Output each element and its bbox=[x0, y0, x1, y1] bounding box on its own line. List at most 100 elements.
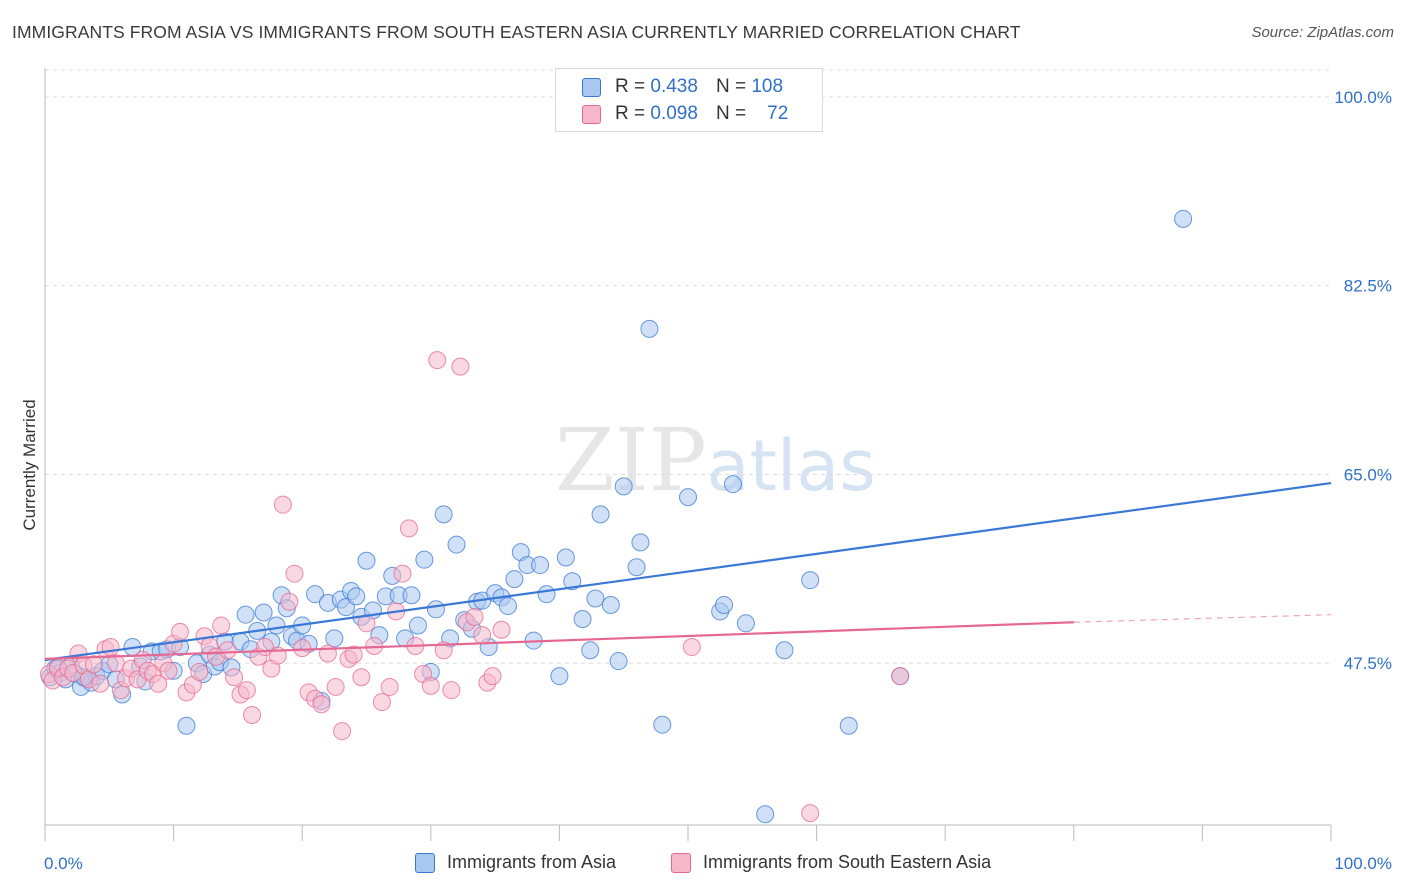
data-point-asia bbox=[498, 597, 517, 616]
data-point-se-asia bbox=[428, 351, 447, 370]
legend-n-label: N = bbox=[715, 76, 747, 97]
data-point-se-asia bbox=[483, 667, 502, 686]
data-point-asia bbox=[537, 585, 556, 604]
data-point-se-asia bbox=[344, 645, 363, 664]
data-point-asia bbox=[563, 572, 582, 591]
data-point-asia bbox=[801, 571, 820, 590]
legend-n-label: N = bbox=[715, 103, 747, 124]
data-point-asia bbox=[614, 477, 633, 496]
data-point-se-asia bbox=[891, 667, 910, 686]
bottom-legend-se-asia: Immigrants from South Eastern Asia bbox=[671, 852, 991, 873]
data-point-se-asia bbox=[243, 705, 262, 724]
data-point-se-asia bbox=[682, 638, 701, 657]
trend-line-se-asia bbox=[44, 621, 1074, 660]
data-point-asia bbox=[325, 629, 344, 648]
data-point-asia bbox=[426, 600, 445, 619]
y-axis-label: Currently Married bbox=[20, 399, 39, 531]
legend-r-label: R = bbox=[615, 103, 646, 124]
data-point-se-asia bbox=[293, 639, 312, 658]
data-point-se-asia bbox=[91, 674, 110, 693]
data-point-se-asia bbox=[285, 564, 304, 583]
data-point-asia bbox=[531, 556, 550, 575]
data-point-se-asia bbox=[280, 592, 299, 611]
data-point-asia bbox=[415, 550, 434, 569]
data-point-asia bbox=[357, 551, 376, 570]
data-point-asia bbox=[402, 586, 421, 605]
y-tick-label: 65.0% bbox=[1344, 465, 1392, 484]
data-point-asia bbox=[306, 585, 325, 604]
data-point-asia bbox=[736, 614, 755, 633]
data-point-asia bbox=[609, 652, 628, 671]
data-point-se-asia bbox=[326, 677, 345, 696]
data-point-asia bbox=[254, 603, 273, 622]
data-point-se-asia bbox=[393, 564, 412, 583]
data-point-se-asia bbox=[190, 662, 209, 681]
data-point-asia bbox=[775, 641, 794, 660]
data-point-asia bbox=[236, 605, 255, 624]
legend-row-se-asia: R = 0.098 N = 72 bbox=[556, 101, 788, 127]
data-point-se-asia bbox=[451, 357, 470, 376]
data-point-asia bbox=[434, 505, 453, 524]
x-tick-label: 100.0% bbox=[1334, 854, 1392, 873]
data-point-se-asia bbox=[273, 495, 292, 514]
y-tick-label: 47.5% bbox=[1344, 654, 1392, 673]
data-point-se-asia bbox=[84, 655, 103, 674]
legend-n-value: 108 bbox=[751, 76, 784, 97]
data-point-se-asia bbox=[442, 681, 461, 700]
bottom-legend-asia: Immigrants from Asia bbox=[415, 852, 616, 873]
data-point-se-asia bbox=[312, 695, 331, 714]
data-point-asia bbox=[505, 570, 524, 589]
data-point-se-asia bbox=[473, 626, 492, 645]
chart-title: IMMIGRANTS FROM ASIA VS IMMIGRANTS FROM … bbox=[12, 22, 1021, 42]
legend-r-value: 0.438 bbox=[650, 76, 698, 97]
data-point-se-asia bbox=[149, 674, 168, 693]
data-point-se-asia bbox=[159, 661, 178, 680]
data-point-se-asia bbox=[421, 676, 440, 695]
data-point-asia bbox=[839, 716, 858, 735]
data-point-se-asia bbox=[801, 804, 820, 823]
data-point-asia bbox=[756, 805, 775, 824]
data-point-asia bbox=[586, 589, 605, 608]
data-point-se-asia bbox=[212, 616, 231, 635]
legend-swatch-blue bbox=[582, 77, 601, 97]
data-point-se-asia bbox=[372, 693, 391, 712]
watermark: ZIPatlas bbox=[555, 411, 876, 511]
data-point-asia bbox=[177, 716, 196, 735]
data-point-asia bbox=[653, 715, 672, 734]
data-point-se-asia bbox=[333, 722, 352, 741]
bottom-legend-label: Immigrants from Asia bbox=[447, 852, 617, 872]
data-point-se-asia bbox=[399, 519, 418, 538]
data-point-se-asia bbox=[434, 641, 453, 660]
data-point-asia bbox=[581, 641, 600, 660]
data-point-asia bbox=[627, 558, 646, 577]
data-point-asia bbox=[447, 535, 466, 554]
data-point-se-asia bbox=[218, 641, 237, 660]
data-point-asia bbox=[724, 475, 743, 494]
data-point-se-asia bbox=[171, 622, 190, 641]
data-point-se-asia bbox=[101, 638, 120, 657]
data-point-asia bbox=[267, 616, 286, 635]
legend-r-label: R = bbox=[615, 76, 646, 97]
data-point-asia bbox=[640, 319, 659, 338]
data-point-se-asia bbox=[225, 668, 244, 687]
trend-line-se-asia-extension bbox=[1073, 614, 1332, 623]
data-point-asia bbox=[679, 488, 697, 507]
legend-n-value: 72 bbox=[767, 103, 789, 124]
y-tick-label: 100.0% bbox=[1334, 88, 1392, 107]
data-point-se-asia bbox=[380, 677, 399, 696]
chart-source: Source: ZipAtlas.com bbox=[1251, 24, 1394, 41]
legend-r-value: 0.098 bbox=[650, 103, 698, 124]
data-point-asia bbox=[715, 595, 734, 614]
data-point-asia bbox=[601, 595, 620, 614]
data-point-asia bbox=[550, 667, 569, 686]
legend-row-asia: R = 0.438 N = 108 bbox=[556, 74, 783, 100]
legend-swatch-pink bbox=[582, 104, 601, 124]
data-point-se-asia bbox=[237, 681, 256, 700]
bottom-legend-label: Immigrants from South Eastern Asia bbox=[703, 852, 992, 872]
data-point-se-asia bbox=[465, 607, 484, 626]
data-point-se-asia bbox=[492, 620, 511, 639]
data-point-se-asia bbox=[352, 668, 371, 687]
data-point-asia bbox=[556, 548, 575, 567]
correlation-legend: R = 0.438 N = 108 R = 0.098 N = 72 bbox=[555, 68, 823, 132]
